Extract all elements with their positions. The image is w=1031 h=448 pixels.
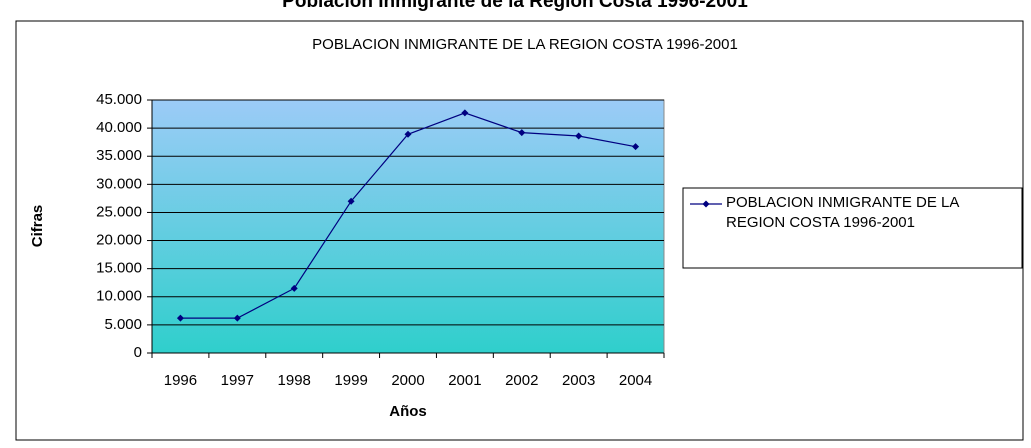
y-tick-label: 40.000 bbox=[96, 119, 142, 136]
data-point bbox=[176, 314, 184, 322]
x-tick-label: 2001 bbox=[448, 372, 481, 389]
y-tick-label: 35.000 bbox=[96, 147, 142, 164]
data-point bbox=[632, 143, 640, 151]
data-point bbox=[233, 314, 241, 322]
x-tick-label: 2004 bbox=[619, 372, 652, 389]
chart-title: POBLACION INMIGRANTE DE LA REGION COSTA … bbox=[312, 36, 738, 53]
y-tick-label: 0 bbox=[134, 344, 142, 361]
data-point bbox=[290, 284, 298, 292]
legend bbox=[682, 187, 1023, 269]
y-tick-label: 5.000 bbox=[104, 316, 142, 333]
data-point bbox=[347, 197, 355, 205]
data-point bbox=[575, 132, 583, 140]
plot-area bbox=[151, 99, 665, 354]
x-tick-label: 1999 bbox=[334, 372, 367, 389]
legend-marker bbox=[702, 200, 710, 208]
x-axis-label: Años bbox=[389, 403, 427, 420]
x-tick-label: 1996 bbox=[164, 372, 197, 389]
y-axis-label: Cifras bbox=[29, 205, 46, 248]
y-tick-label: 10.000 bbox=[96, 288, 142, 305]
page-title: Población Inmigrante de la Región Costa … bbox=[282, 0, 748, 12]
x-tick-label: 2000 bbox=[391, 372, 424, 389]
y-tick-label: 30.000 bbox=[96, 175, 142, 192]
data-point bbox=[461, 109, 469, 117]
legend-label: POBLACION INMIGRANTE DE LA REGION COSTA … bbox=[726, 194, 959, 231]
y-tick-label: 15.000 bbox=[96, 260, 142, 277]
x-tick-label: 1997 bbox=[221, 372, 254, 389]
x-tick-label: 1998 bbox=[278, 372, 311, 389]
data-point bbox=[518, 129, 526, 137]
x-tick-label: 2002 bbox=[505, 372, 538, 389]
y-tick-label: 25.000 bbox=[96, 203, 142, 220]
y-tick-label: 45.000 bbox=[96, 91, 142, 108]
data-point bbox=[404, 130, 412, 138]
y-tick-label: 20.000 bbox=[96, 232, 142, 249]
x-tick-label: 2003 bbox=[562, 372, 595, 389]
